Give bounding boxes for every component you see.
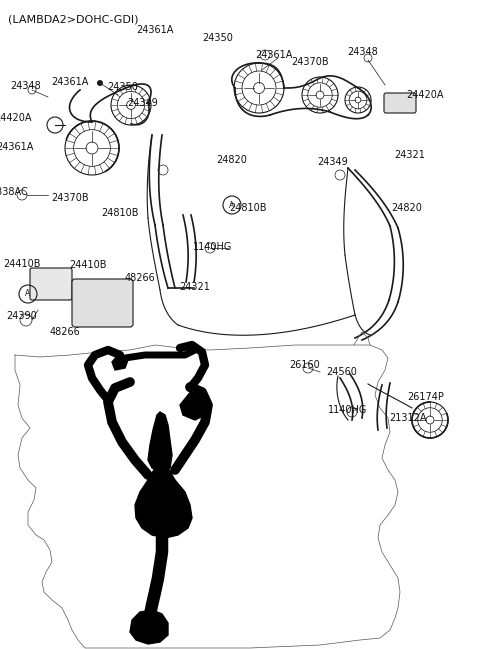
Text: 24349: 24349 <box>318 157 348 167</box>
Text: 48266: 48266 <box>49 327 80 337</box>
Text: 24370B: 24370B <box>51 193 89 203</box>
Text: (LAMBDA2>DOHC-GDI): (LAMBDA2>DOHC-GDI) <box>8 14 139 24</box>
Text: 24348: 24348 <box>348 47 378 57</box>
Polygon shape <box>135 465 192 538</box>
Text: 24361A: 24361A <box>51 77 89 87</box>
Text: 26174P: 26174P <box>408 392 444 402</box>
Polygon shape <box>148 412 172 472</box>
Text: 48266: 48266 <box>125 273 156 283</box>
Text: 24349: 24349 <box>128 98 158 108</box>
Text: 24410B: 24410B <box>69 260 107 270</box>
FancyBboxPatch shape <box>384 93 416 113</box>
Circle shape <box>426 416 434 424</box>
Text: 21312A: 21312A <box>389 413 427 423</box>
Circle shape <box>127 101 135 110</box>
Circle shape <box>355 97 361 103</box>
Polygon shape <box>112 355 128 370</box>
Text: 24321: 24321 <box>180 282 210 292</box>
Circle shape <box>253 82 264 93</box>
Text: 24810B: 24810B <box>229 203 267 213</box>
Text: 24361A: 24361A <box>0 142 34 152</box>
Text: 26160: 26160 <box>289 360 320 370</box>
Text: 24361A: 24361A <box>255 50 293 60</box>
Circle shape <box>86 142 98 154</box>
FancyBboxPatch shape <box>30 268 72 300</box>
Text: 24348: 24348 <box>11 81 41 91</box>
FancyBboxPatch shape <box>72 279 133 327</box>
Text: A: A <box>25 289 31 299</box>
Text: 24820: 24820 <box>216 155 247 165</box>
Text: 24370B: 24370B <box>291 57 329 67</box>
Text: 1140HG: 1140HG <box>193 242 233 252</box>
Text: 24420A: 24420A <box>0 113 32 123</box>
Text: 24810B: 24810B <box>101 208 139 218</box>
Polygon shape <box>130 610 168 644</box>
Text: 24560: 24560 <box>326 367 358 377</box>
Text: 24420A: 24420A <box>406 90 444 100</box>
Text: 24820: 24820 <box>392 203 422 213</box>
Text: 1140HG: 1140HG <box>328 405 368 415</box>
Text: 24350: 24350 <box>203 33 233 43</box>
Text: 24390: 24390 <box>7 311 37 321</box>
Text: 24350: 24350 <box>108 82 138 92</box>
Circle shape <box>97 80 103 86</box>
Circle shape <box>316 91 324 99</box>
Polygon shape <box>180 390 208 420</box>
Text: 1338AC: 1338AC <box>0 187 29 197</box>
Text: 24321: 24321 <box>395 150 425 160</box>
Text: 24410B: 24410B <box>3 259 41 269</box>
Text: A: A <box>229 201 235 210</box>
Text: 24361A: 24361A <box>136 25 174 35</box>
